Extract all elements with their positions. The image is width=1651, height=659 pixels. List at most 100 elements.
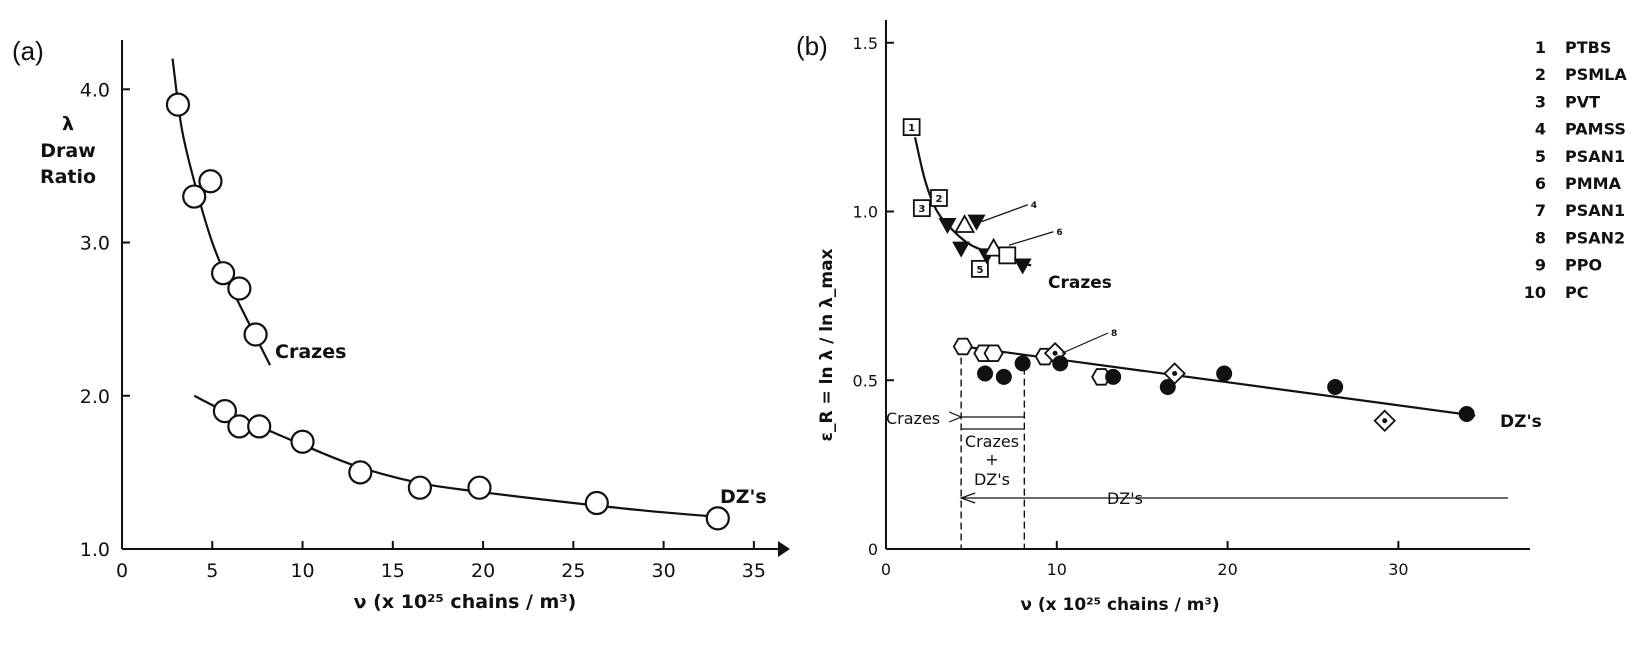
panel-b-chart: (b) 0 10 20 30 0 0.5 1.0 1.5 ε_R = ln λ / ln λ_…	[796, 20, 1627, 615]
panel-b-point-dz	[983, 344, 1004, 362]
panel-b-legend-number: 6	[1535, 174, 1546, 193]
panel-b-fit-dz	[962, 345, 1476, 417]
panel-a-x-tick-label: 30	[652, 560, 676, 582]
panel-b-point-crazes	[902, 118, 921, 137]
panel-b-legend-label: PMMA	[1565, 174, 1622, 193]
panel-b-region-dz-arrow	[959, 492, 976, 504]
panel-b-x-tick-label: 20	[1217, 560, 1237, 579]
panel-b-region-crazes-label: Crazes	[886, 409, 940, 428]
panel-a-x-tick-label: 0	[116, 560, 128, 582]
panel-b-point-crazes	[967, 214, 986, 231]
panel-a-fit-curves	[171, 58, 718, 518]
panel-b-legend-number: 9	[1535, 256, 1546, 275]
panel-a-y-tick-label: 4.0	[80, 79, 110, 101]
panel-b-legend-number: 3	[1535, 92, 1546, 111]
panel-b-label: (b)	[796, 31, 828, 61]
panel-b-point-dz	[1216, 365, 1233, 382]
panel-a-point-crazes	[211, 261, 236, 286]
panel-a-x-axis-arrow	[778, 541, 790, 557]
panel-b-point-dz	[977, 365, 994, 382]
panel-b-y-tick-label: 0.5	[853, 371, 878, 390]
panel-a-y-tick-label: 1.0	[80, 539, 110, 561]
panel-a-x-tick-label: 5	[206, 560, 218, 582]
panel-a-point-crazes	[227, 276, 252, 301]
panel-b-legend-label: PVT	[1565, 92, 1600, 111]
panel-b-point-crazes	[998, 246, 1017, 265]
panel-a-fit-dz	[193, 394, 718, 518]
panel-b-point-crazes	[1013, 258, 1032, 275]
panel-b-legend-label: PAMSS	[1565, 120, 1626, 139]
panel-a-point-dz	[212, 398, 238, 424]
panel-b-y-tick-label: 1.0	[853, 203, 878, 222]
panel-b-pointer-label: 4	[1031, 201, 1037, 211]
panel-b-point-dz-dot	[1172, 371, 1178, 376]
panel-a-point-crazes	[198, 169, 223, 194]
panel-b-point-crazes	[930, 189, 948, 207]
panel-b-annotation-dz: DZ's	[1500, 412, 1542, 432]
panel-b-ylabel: ε_R = ln λ / ln λ_max	[817, 248, 837, 441]
panel-b-legend-number: 7	[1535, 201, 1546, 220]
panel-b-point-dz	[952, 337, 973, 356]
panel-b-legend-label: PTBS	[1565, 38, 1611, 57]
panel-a-x-tick-label: 20	[471, 560, 495, 582]
panel-b-pointer-line	[981, 204, 1028, 223]
panel-a-point-dz	[290, 429, 315, 454]
panel-b-point-crazes	[954, 214, 976, 233]
panel-a-y-tick-label: 3.0	[80, 233, 110, 255]
panel-b-point-dz-dot	[1382, 418, 1388, 424]
panel-a-xlabel: ν (x 10²⁵ chains / m³)	[354, 591, 577, 613]
panel-b-points: 1 32 5 4 6 8	[902, 118, 1475, 433]
panel-a-axes	[121, 40, 790, 557]
panel-b-point-dz	[995, 368, 1012, 385]
panel-a-point-dz	[227, 414, 252, 439]
panel-b-point-crazes-label: 1	[908, 123, 915, 134]
panel-b-point-crazes	[952, 241, 971, 258]
panel-a-point-crazes	[165, 92, 191, 117]
panel-b-region-mixed-line2: +	[985, 450, 998, 469]
panel-a-ticks: 0 5 10 15 20 25 30 35 1.0 2.0 3.0 4.0	[80, 79, 766, 582]
panel-b-point-crazes	[971, 259, 989, 278]
panel-b-y-tick-label: 0	[868, 540, 878, 559]
panel-b-legend-label: PPO	[1565, 256, 1602, 275]
panel-b-legend-label: PSAN1	[1565, 147, 1625, 166]
panel-b-axes	[885, 20, 1530, 550]
panel-b-legend-number: 2	[1535, 65, 1546, 84]
panel-b-point-crazes-label: 3	[918, 204, 925, 215]
panel-a-annotation-dz: DZ's	[720, 486, 767, 508]
panel-b-pointer-line	[1008, 231, 1054, 246]
panel-b-point-dz	[1159, 379, 1176, 395]
panel-b-point-crazes-label: 5	[976, 265, 983, 276]
panel-a-x-tick-label: 25	[561, 560, 585, 582]
panel-b-legend-number: 1	[1535, 38, 1546, 57]
panel-b-region-crazes-arrow	[948, 411, 963, 423]
panel-a-points	[165, 92, 730, 531]
panel-b-region-mixed-line1: Crazes	[965, 432, 1019, 451]
panel-a-point-crazes	[182, 184, 207, 209]
panel-b-legend-number: 8	[1535, 228, 1546, 247]
panel-b-x-tick-label: 0	[881, 560, 891, 579]
panel-b-x-tick-label: 30	[1388, 560, 1408, 579]
panel-a-point-dz	[467, 475, 492, 500]
panel-b-point-dz	[1105, 368, 1122, 385]
panel-a-ylabel-line2: Ratio	[40, 166, 96, 188]
panel-b-ticks: 0 10 20 30 0 0.5 1.0 1.5	[853, 34, 1409, 579]
panel-b-point-dz	[1014, 355, 1031, 372]
panel-b-legend-number: 10	[1524, 283, 1546, 302]
panel-a-point-dz	[407, 475, 432, 500]
panel-a-annotation-crazes: Crazes	[275, 341, 346, 363]
panel-b-legend-label: PSMLA	[1565, 65, 1627, 84]
panel-a-label: (a)	[12, 36, 44, 66]
panel-a-point-dz	[584, 490, 609, 516]
panel-a-x-tick-label: 35	[742, 560, 766, 582]
panel-b-pointer-label: 6	[1056, 228, 1062, 238]
panel-b-point-dz	[1458, 406, 1475, 422]
panel-b-legend-label: PC	[1565, 283, 1588, 302]
panel-a-chart: (a) 0 5 10 15 20 25 30 35 1.0 2.0 3.0 4.0 λ Draw Ra…	[12, 36, 790, 613]
panel-a-point-crazes	[243, 322, 268, 347]
panel-b-point-dz-dot	[1052, 350, 1058, 356]
panel-a-point-dz	[247, 414, 272, 439]
panel-b-region-dz-label: DZ's	[1107, 489, 1143, 508]
panel-a-y-tick-label: 2.0	[80, 386, 110, 408]
